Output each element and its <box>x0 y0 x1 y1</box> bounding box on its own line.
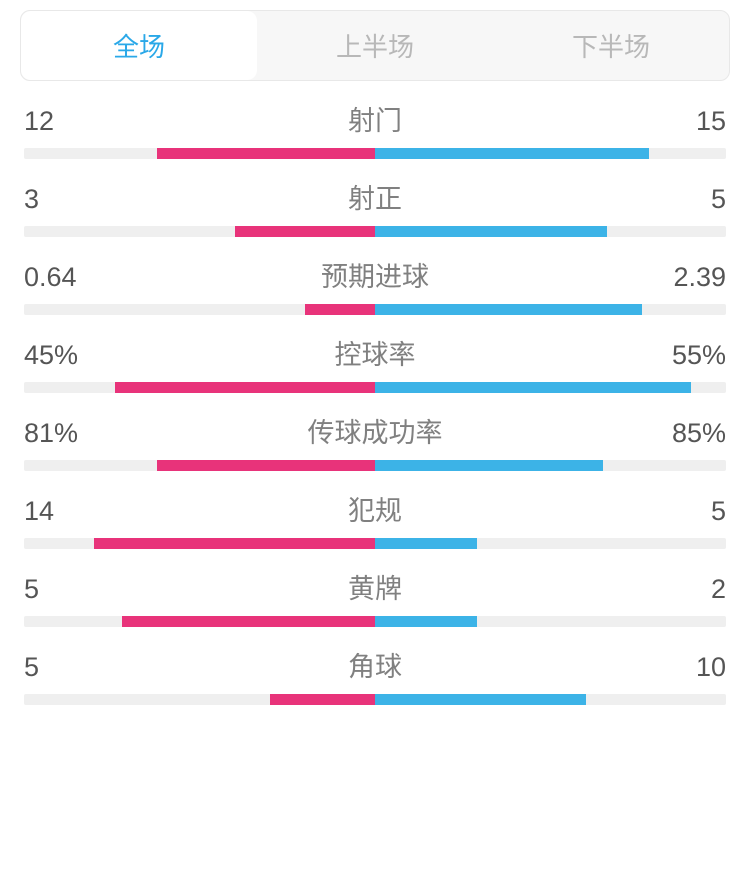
stat-right-value: 85% <box>646 418 726 449</box>
stat-label: 预期进球 <box>104 255 646 294</box>
stat-right-value: 5 <box>646 184 726 215</box>
stat-label: 射正 <box>104 177 646 216</box>
stat-bar <box>24 538 726 549</box>
stat-bar <box>24 460 726 471</box>
stat-right-value: 10 <box>646 652 726 683</box>
bar-right <box>375 694 586 705</box>
bar-right <box>375 226 607 237</box>
bar-right <box>375 616 477 627</box>
tab-fulltime[interactable]: 全场 <box>21 11 257 80</box>
stat-left-value: 5 <box>24 574 104 605</box>
bar-left <box>305 304 375 315</box>
bar-right <box>375 148 649 159</box>
stat-row-xg: 0.64 预期进球 2.39 <box>24 255 726 315</box>
stat-right-value: 15 <box>646 106 726 137</box>
stat-label: 犯规 <box>104 489 646 528</box>
stats-list: 12 射门 15 3 射正 5 0.64 预期进球 <box>0 89 750 705</box>
stat-header: 5 黄牌 2 <box>24 567 726 606</box>
stat-right-value: 5 <box>646 496 726 527</box>
stat-header: 12 射门 15 <box>24 99 726 138</box>
stat-left-value: 3 <box>24 184 104 215</box>
bar-right <box>375 460 603 471</box>
stat-label: 黄牌 <box>104 567 646 606</box>
stat-left-value: 5 <box>24 652 104 683</box>
stat-row-fouls: 14 犯规 5 <box>24 489 726 549</box>
stat-right-value: 2.39 <box>646 262 726 293</box>
stat-header: 14 犯规 5 <box>24 489 726 528</box>
stat-row-yellow-cards: 5 黄牌 2 <box>24 567 726 627</box>
stat-bar <box>24 382 726 393</box>
stat-bar <box>24 148 726 159</box>
stat-bar <box>24 694 726 705</box>
period-tabs: 全场 上半场 下半场 <box>20 10 730 81</box>
bar-left <box>122 616 375 627</box>
stat-label: 传球成功率 <box>104 411 646 450</box>
bar-right <box>375 382 691 393</box>
stat-label: 角球 <box>104 645 646 684</box>
bar-right <box>375 304 642 315</box>
stat-bar <box>24 226 726 237</box>
tab-second-half[interactable]: 下半场 <box>493 11 729 80</box>
stat-row-shots: 12 射门 15 <box>24 99 726 159</box>
stat-row-corners: 5 角球 10 <box>24 645 726 705</box>
stat-row-shots-on-target: 3 射正 5 <box>24 177 726 237</box>
stat-row-possession: 45% 控球率 55% <box>24 333 726 393</box>
stat-header: 3 射正 5 <box>24 177 726 216</box>
stat-bar <box>24 304 726 315</box>
stat-header: 81% 传球成功率 85% <box>24 411 726 450</box>
stat-row-pass-accuracy: 81% 传球成功率 85% <box>24 411 726 471</box>
stat-left-value: 81% <box>24 418 104 449</box>
stat-left-value: 45% <box>24 340 104 371</box>
stat-right-value: 2 <box>646 574 726 605</box>
stat-right-value: 55% <box>646 340 726 371</box>
bar-right <box>375 538 477 549</box>
bar-left <box>157 460 375 471</box>
stats-container: 全场 上半场 下半场 12 射门 15 3 射正 5 <box>0 10 750 705</box>
stat-left-value: 0.64 <box>24 262 104 293</box>
bar-left <box>115 382 375 393</box>
stat-label: 射门 <box>104 99 646 138</box>
bar-left <box>270 694 375 705</box>
tab-first-half[interactable]: 上半场 <box>257 11 493 80</box>
stat-label: 控球率 <box>104 333 646 372</box>
stat-header: 5 角球 10 <box>24 645 726 684</box>
stat-left-value: 12 <box>24 106 104 137</box>
stat-header: 45% 控球率 55% <box>24 333 726 372</box>
stat-left-value: 14 <box>24 496 104 527</box>
stat-header: 0.64 预期进球 2.39 <box>24 255 726 294</box>
stat-bar <box>24 616 726 627</box>
bar-left <box>235 226 375 237</box>
bar-left <box>157 148 375 159</box>
bar-left <box>94 538 375 549</box>
